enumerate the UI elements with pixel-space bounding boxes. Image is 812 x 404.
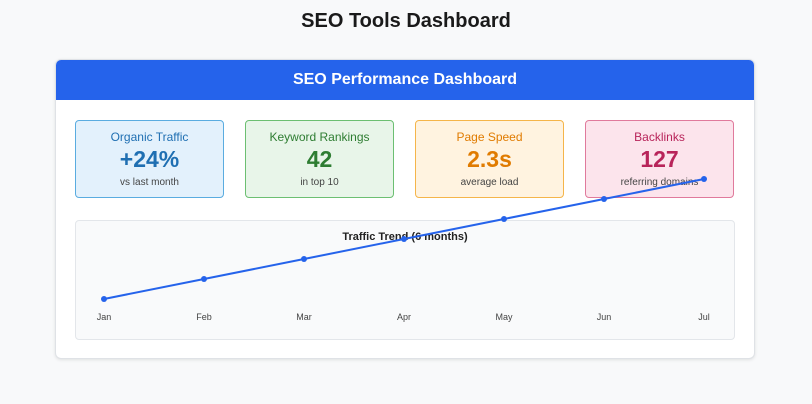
backlinks-card: Backlinks 127 referring domains (585, 120, 734, 198)
organic-traffic-sub: vs last month (120, 177, 179, 188)
page-speed-card: Page Speed 2.3s average load (415, 120, 564, 198)
keyword-rankings-label: Keyword Rankings (269, 130, 370, 144)
organic-traffic-label: Organic Traffic (110, 130, 189, 144)
organic-traffic-card: Organic Traffic +24% vs last month (75, 120, 224, 198)
backlinks-label: Backlinks (634, 130, 685, 144)
backlinks-value: 127 (640, 146, 679, 172)
backlinks-sub: referring domains (620, 177, 699, 188)
dashboard-panel: SEO Performance Dashboard Organic Traffi… (55, 59, 755, 359)
dashboard-header: SEO Performance Dashboard (56, 60, 754, 100)
page-title: SEO Tools Dashboard (301, 10, 511, 32)
keyword-rankings-card: Keyword Rankings 42 in top 10 (245, 120, 394, 198)
page-speed-label: Page Speed (456, 130, 523, 144)
organic-traffic-value: +24% (119, 146, 180, 172)
page-speed-sub: average load (460, 177, 519, 188)
traffic-trend-box (75, 220, 735, 340)
keyword-rankings-value: 42 (306, 146, 333, 172)
page-speed-value: 2.3s (467, 146, 512, 172)
keyword-rankings-sub: in top 10 (300, 177, 339, 188)
